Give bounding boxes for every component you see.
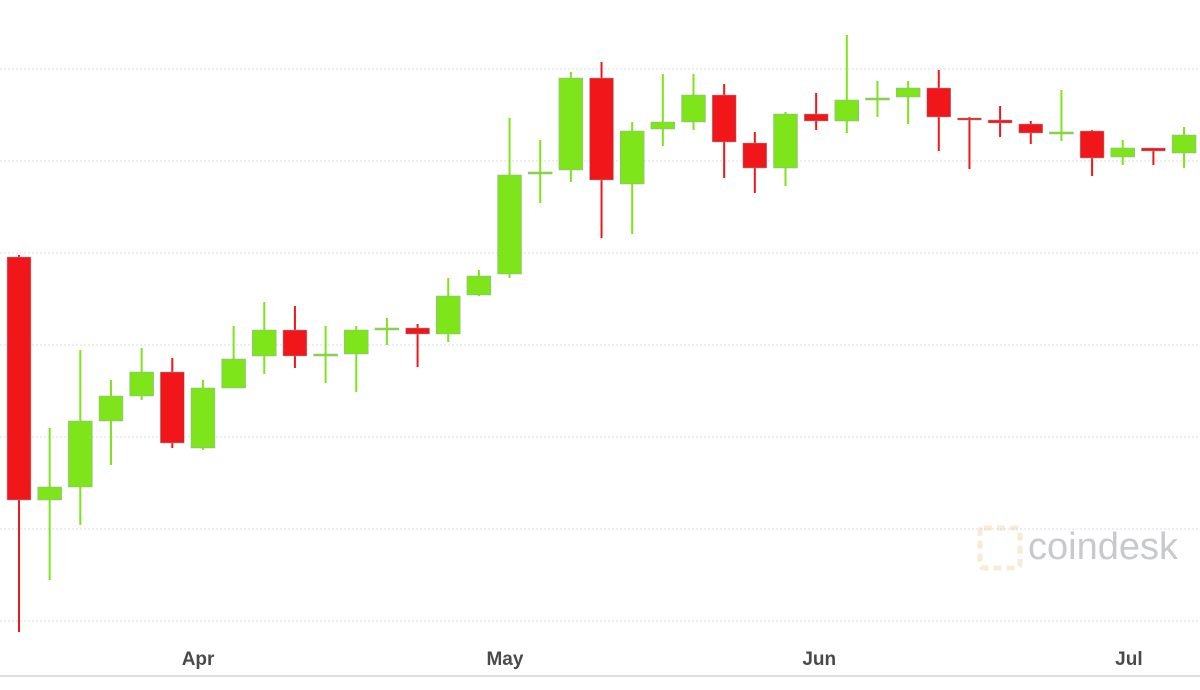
- candle-body: [834, 99, 860, 122]
- candle-body: [466, 275, 492, 296]
- candle-body: [6, 256, 32, 501]
- candle-body: [160, 371, 185, 444]
- x-tick-label: Jul: [1115, 649, 1142, 670]
- candle-body: [957, 117, 982, 121]
- x-tick-label: Apr: [182, 649, 215, 670]
- x-tick-label: Jun: [802, 649, 836, 670]
- candle-body: [313, 353, 338, 357]
- logo-icon: [977, 525, 1023, 571]
- candle-body: [803, 113, 829, 122]
- candle-body: [619, 130, 645, 185]
- candle-body: [221, 358, 246, 389]
- candle-body: [773, 113, 798, 169]
- candle-body: [374, 327, 400, 331]
- candle-body: [1079, 130, 1105, 159]
- candle-body: [252, 329, 277, 357]
- watermark: coindesk: [1028, 526, 1179, 568]
- x-tick-label: May: [486, 649, 523, 670]
- candle-body: [68, 420, 93, 488]
- candle-body: [1110, 147, 1135, 158]
- candle-body: [190, 387, 216, 449]
- candle-body: [1018, 123, 1043, 134]
- candle-body: [1171, 134, 1197, 154]
- candle-body: [926, 87, 951, 118]
- candle-body: [865, 97, 890, 101]
- candle-body: [895, 87, 921, 98]
- candle-body: [1141, 147, 1166, 152]
- candle-body: [987, 119, 1013, 124]
- candle-body: [497, 174, 522, 275]
- candle-body: [98, 395, 124, 422]
- candle-body: [558, 77, 584, 171]
- candle-body: [650, 121, 676, 130]
- candle-body: [589, 77, 614, 181]
- candle-body: [711, 94, 737, 143]
- candle-body: [436, 295, 461, 335]
- candle-body: [681, 94, 706, 123]
- candle-body: [37, 486, 62, 501]
- candle-body: [742, 142, 768, 169]
- candle-body: [129, 371, 154, 397]
- candle-body: [1049, 131, 1074, 135]
- logo: [977, 525, 1023, 571]
- candle-body: [282, 329, 308, 357]
- candle-body: [405, 327, 430, 335]
- candle-body: [344, 329, 369, 355]
- candle-body: [528, 171, 553, 175]
